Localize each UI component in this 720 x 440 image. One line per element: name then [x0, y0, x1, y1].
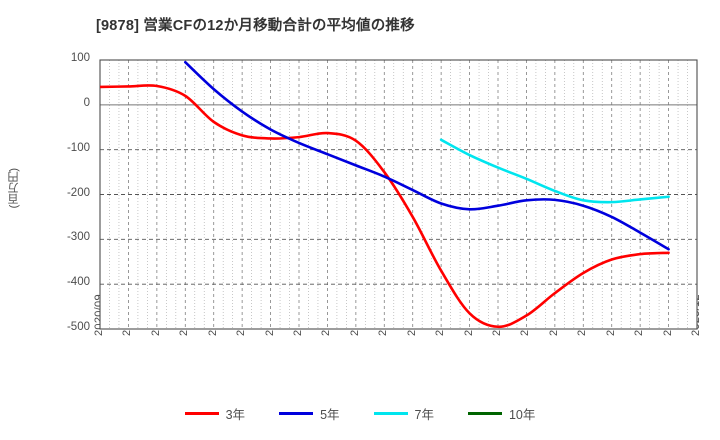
- legend-item[interactable]: 10年: [467, 404, 536, 423]
- series-line-7年: [439, 138, 670, 204]
- legend-item[interactable]: 3年: [184, 404, 246, 423]
- series-line-3年: [100, 84, 670, 329]
- legend-label: 3年: [225, 408, 246, 422]
- legend-label: 10年: [508, 408, 536, 422]
- legend-color-swatch: [184, 412, 219, 415]
- legend-item[interactable]: 5年: [279, 404, 340, 423]
- legend-label: 7年: [414, 408, 434, 422]
- y-tick-label: -400: [66, 276, 90, 289]
- legend-label: 5年: [320, 408, 340, 422]
- series-line-5年: [183, 60, 670, 251]
- chart-title: [9878] 営業CFの12か月移動合計の平均値の推移: [96, 18, 415, 34]
- legend-color-swatch: [279, 412, 314, 415]
- y-tick-label: -200: [66, 186, 90, 199]
- y-tick-label: -100: [66, 141, 90, 154]
- series-layer: [100, 60, 670, 329]
- legend-color-swatch: [467, 412, 502, 415]
- chart-legend: 3年 5年 7年 10年: [0, 404, 720, 423]
- y-tick-label: -500: [66, 321, 90, 333]
- y-tick-label: -300: [66, 231, 90, 244]
- y-tick-label: 0: [83, 96, 90, 109]
- y-tick-label: 100: [70, 52, 90, 64]
- legend-item[interactable]: 7年: [373, 404, 434, 423]
- legend-color-swatch: [373, 412, 408, 415]
